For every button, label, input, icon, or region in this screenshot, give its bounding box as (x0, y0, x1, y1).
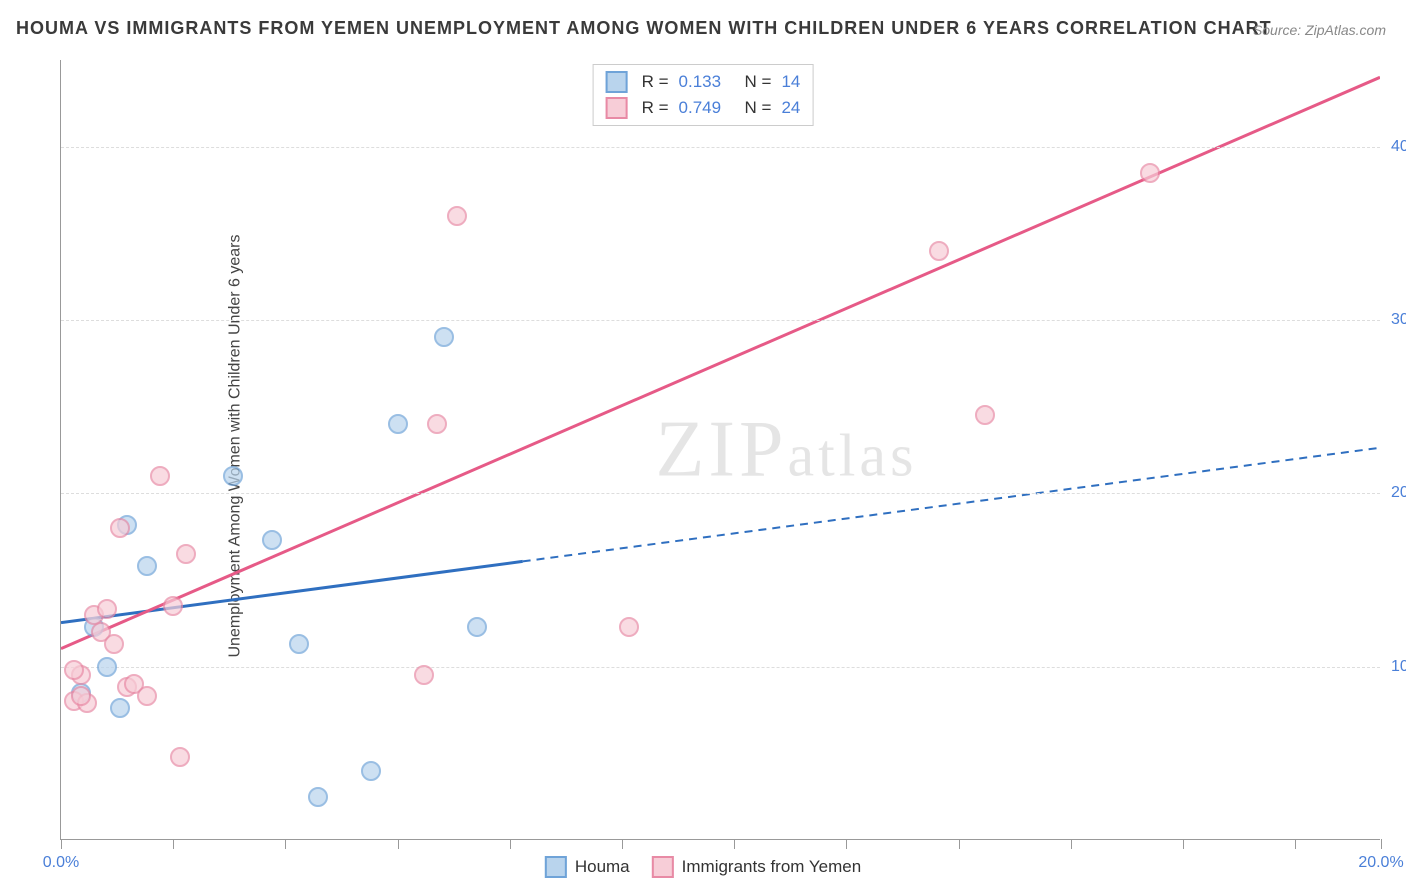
xtick (1295, 839, 1296, 849)
grid-h (61, 667, 1380, 668)
xtick (959, 839, 960, 849)
legend-stats-row: R = 0.133 N = 14 (606, 69, 801, 95)
n-value: 24 (781, 98, 800, 118)
data-point (110, 698, 130, 718)
data-point (64, 660, 84, 680)
data-point (434, 327, 454, 347)
legend-swatch (606, 71, 628, 93)
xtick (285, 839, 286, 849)
legend-stats-row: R = 0.749 N = 24 (606, 95, 801, 121)
data-point (97, 599, 117, 619)
data-point (289, 634, 309, 654)
data-point (619, 617, 639, 637)
data-point (170, 747, 190, 767)
grid-h (61, 320, 1380, 321)
legend-swatch (652, 856, 674, 878)
xtick (1071, 839, 1072, 849)
data-point (361, 761, 381, 781)
data-point (308, 787, 328, 807)
r-label: R = (642, 98, 669, 118)
regression-lines (61, 60, 1380, 839)
ytick-label: 30.0% (1391, 311, 1406, 329)
data-point (262, 530, 282, 550)
r-value: 0.749 (679, 98, 735, 118)
xtick (1381, 839, 1382, 849)
legend-stats: R = 0.133 N = 14 R = 0.749 N = 24 (593, 64, 814, 126)
data-point (975, 405, 995, 425)
n-label: N = (745, 98, 772, 118)
xtick (173, 839, 174, 849)
data-point (110, 518, 130, 538)
legend-series: Houma Immigrants from Yemen (545, 848, 861, 886)
ytick-label: 20.0% (1391, 484, 1406, 502)
r-value: 0.133 (679, 72, 735, 92)
legend-swatch (606, 97, 628, 119)
data-point (137, 686, 157, 706)
legend-swatch (545, 856, 567, 878)
data-point (467, 617, 487, 637)
chart-title: HOUMA VS IMMIGRANTS FROM YEMEN UNEMPLOYM… (16, 18, 1272, 39)
data-point (104, 634, 124, 654)
data-point (71, 686, 91, 706)
grid-h (61, 493, 1380, 494)
xtick (510, 839, 511, 849)
ytick-label: 10.0% (1391, 658, 1406, 676)
data-point (1140, 163, 1160, 183)
legend-item: Immigrants from Yemen (652, 856, 862, 878)
data-point (929, 241, 949, 261)
plot-area: ZIPatlas 10.0%20.0%30.0%40.0%0.0%20.0% (60, 60, 1380, 840)
legend-item: Houma (545, 856, 630, 878)
data-point (388, 414, 408, 434)
data-point (427, 414, 447, 434)
xtick (398, 839, 399, 849)
data-point (223, 466, 243, 486)
legend-label: Immigrants from Yemen (682, 857, 862, 877)
data-point (447, 206, 467, 226)
legend-label: Houma (575, 857, 630, 877)
xtick (1183, 839, 1184, 849)
data-point (176, 544, 196, 564)
data-point (163, 596, 183, 616)
source-credit: Source: ZipAtlas.com (1253, 22, 1386, 38)
xtick-label: 20.0% (1358, 854, 1403, 872)
n-value: 14 (781, 72, 800, 92)
r-label: R = (642, 72, 669, 92)
grid-h (61, 147, 1380, 148)
ytick-label: 40.0% (1391, 138, 1406, 156)
xtick (61, 839, 62, 849)
data-point (414, 665, 434, 685)
watermark: ZIPatlas (655, 404, 917, 495)
n-label: N = (745, 72, 772, 92)
data-point (150, 466, 170, 486)
xtick-label: 0.0% (43, 854, 79, 872)
data-point (137, 556, 157, 576)
data-point (97, 657, 117, 677)
